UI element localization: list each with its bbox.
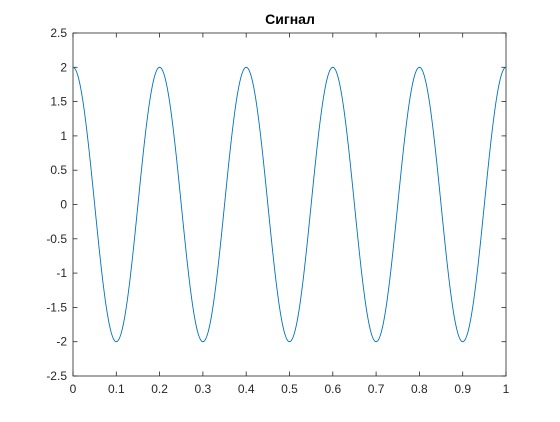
x-tick-label: 0 <box>70 382 77 396</box>
series-group <box>72 66 507 343</box>
x-tick-label: 0.1 <box>108 382 125 396</box>
y-tick-label: -1.5 <box>46 300 67 314</box>
x-tick-label: 0.3 <box>195 382 212 396</box>
x-tick-label: 0.8 <box>411 382 428 396</box>
x-tick-label: 0.5 <box>281 382 298 396</box>
y-tick-label: 2 <box>60 60 67 74</box>
y-tick-label: -2.5 <box>46 369 67 383</box>
chart-title: Сигнал <box>265 11 315 27</box>
x-tick-label: 0.4 <box>238 382 255 396</box>
axes: 0 0.1 0.2 0.3 0.4 0.5 0.6 0.7 0.8 0.9 1 -2.5 -2 -1.5 -… <box>46 26 509 396</box>
y-tick-label: 1.5 <box>50 95 67 109</box>
x-tick-label: 0.7 <box>368 382 385 396</box>
y-tick-label: 0 <box>60 198 67 212</box>
y-tick-label: 2.5 <box>50 26 67 40</box>
y-tick-label: -2 <box>56 335 67 349</box>
y-tick-label: -1 <box>56 266 67 280</box>
x-tick-label: 0.2 <box>151 382 168 396</box>
x-tick-label: 1 <box>503 382 510 396</box>
y-tick-label: 0.5 <box>50 163 67 177</box>
axes-box <box>72 32 507 377</box>
x-tick-label: 0.9 <box>454 382 471 396</box>
x-tick-label: 0.6 <box>324 382 341 396</box>
y-tick-label: 1 <box>60 129 67 143</box>
series-line <box>72 66 507 343</box>
y-tick-label: -0.5 <box>46 232 67 246</box>
